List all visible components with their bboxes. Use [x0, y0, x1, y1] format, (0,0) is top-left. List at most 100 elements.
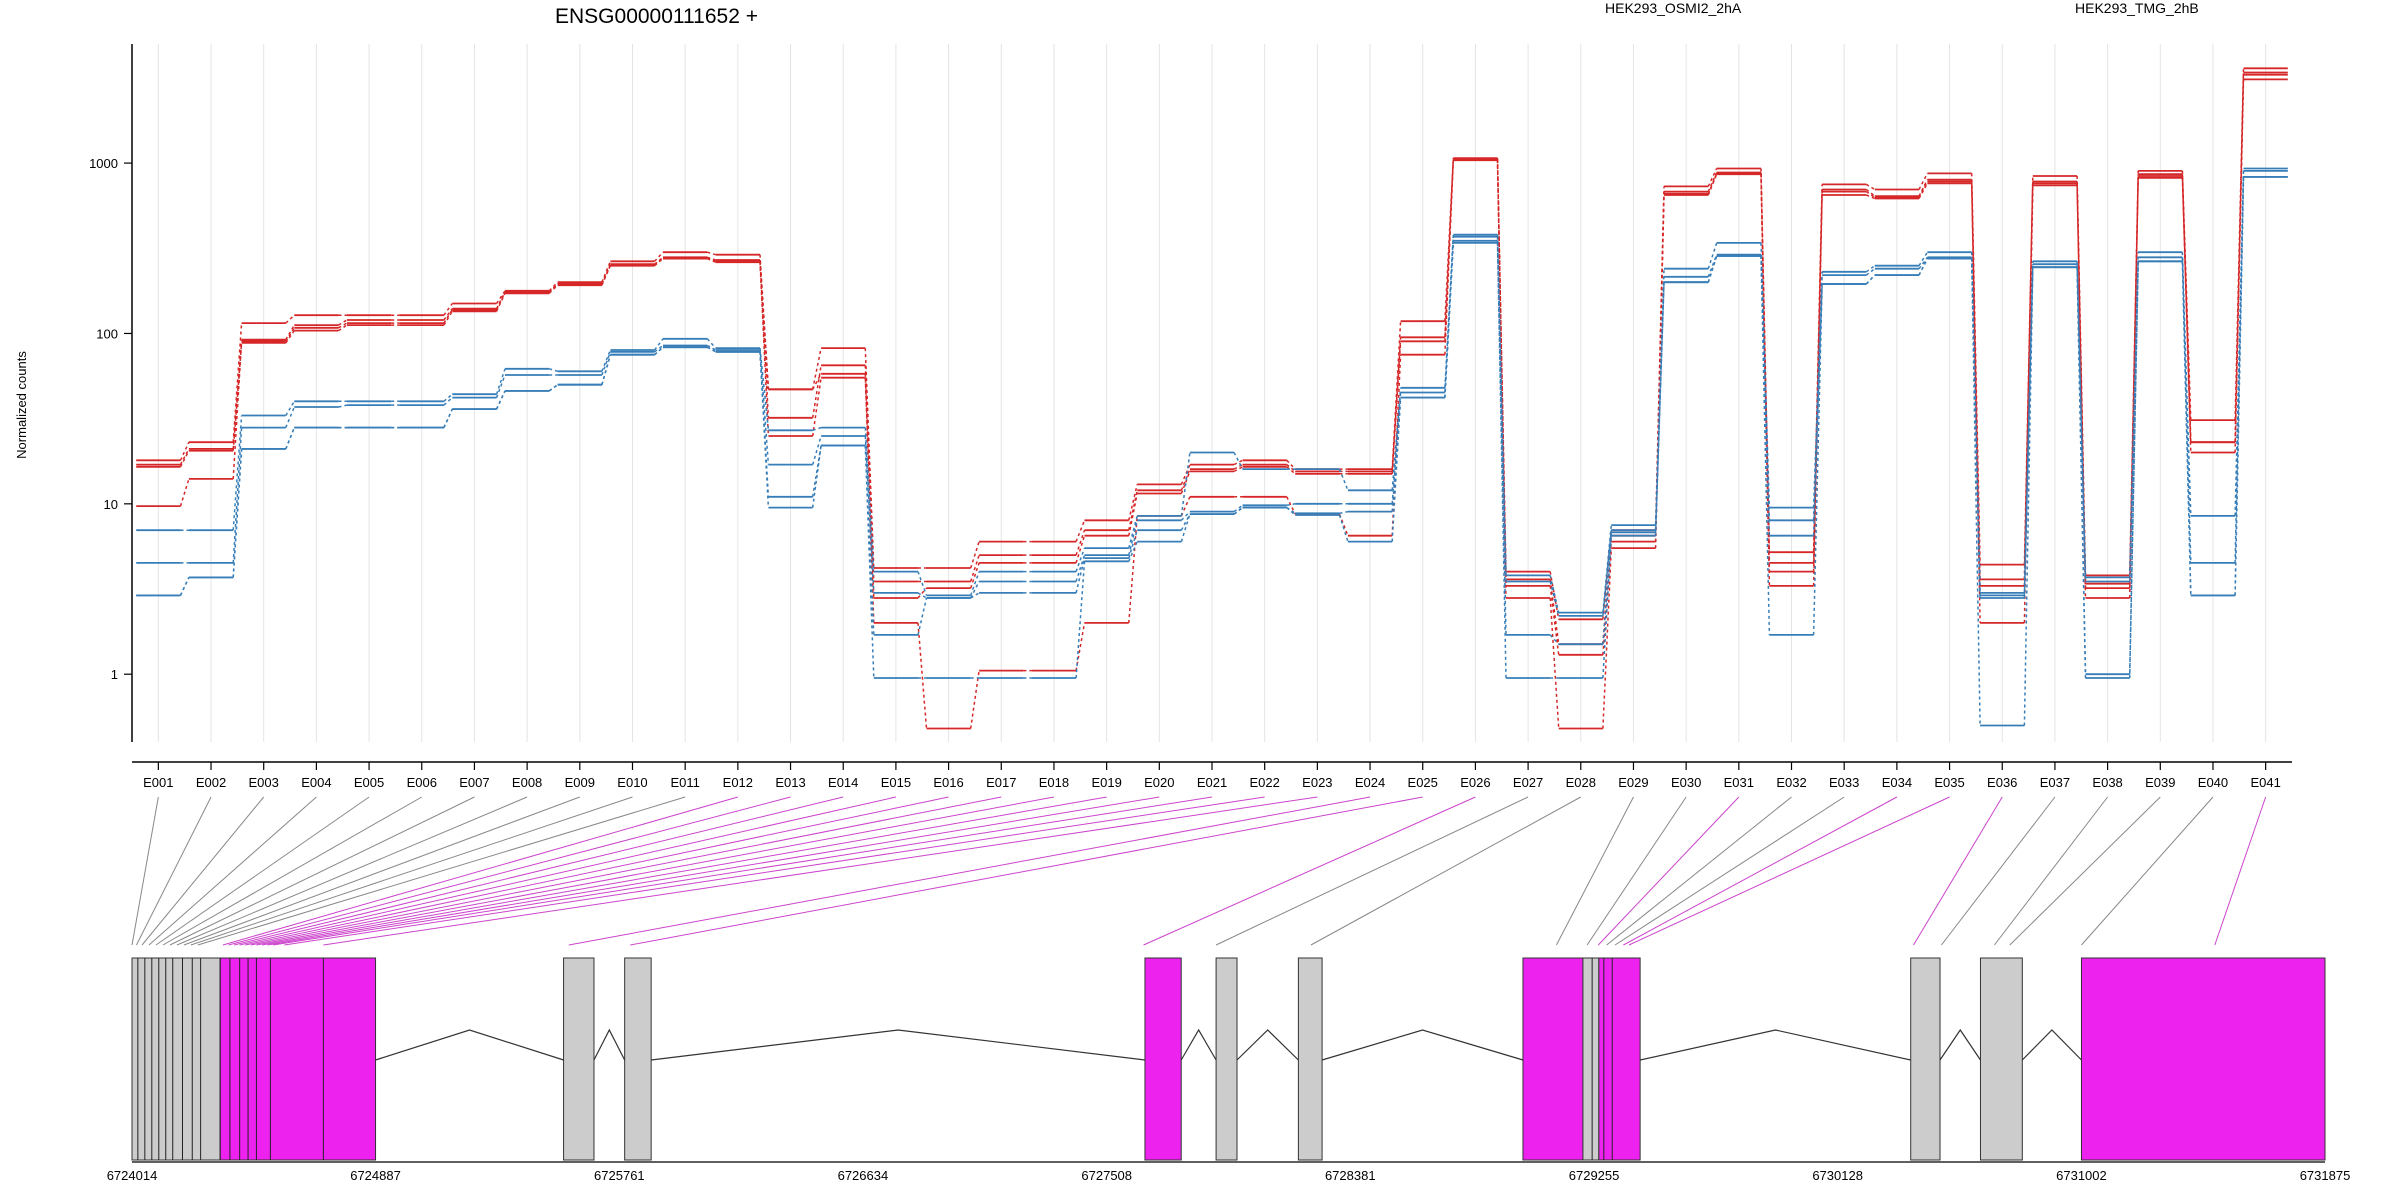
- exon-label-E008: E008: [512, 775, 542, 790]
- gene-model: [131, 957, 2326, 1161]
- connector-E007: [169, 796, 475, 946]
- exon-label-E035: E035: [1934, 775, 1964, 790]
- exon-label-E018: E018: [1039, 775, 1069, 790]
- exon-box: [1582, 957, 1600, 1161]
- connector-E006: [162, 796, 423, 946]
- exon-label-E016: E016: [933, 775, 963, 790]
- exon-label-E041: E041: [2250, 775, 2280, 790]
- exon-label-E039: E039: [2145, 775, 2175, 790]
- exon-box: [1598, 957, 1641, 1161]
- coord-tick-label: 6728381: [1325, 1168, 1376, 1183]
- exon-box: [131, 957, 202, 1161]
- series-connector-6: [179, 176, 2245, 675]
- exon-label-E009: E009: [565, 775, 595, 790]
- connector-E024: [568, 796, 1371, 946]
- exon-label-E033: E033: [1829, 775, 1859, 790]
- exon-label-E026: E026: [1460, 775, 1490, 790]
- exon-label-E029: E029: [1618, 775, 1648, 790]
- exon-label-E034: E034: [1882, 775, 1912, 790]
- series-connector-7: [179, 176, 2245, 726]
- coord-tick-label: 6729255: [1569, 1168, 1620, 1183]
- y-tick-label: 10: [104, 497, 118, 512]
- exon-box: [2080, 957, 2326, 1161]
- vertical-gridlines: [157, 44, 2267, 742]
- exon-label-E038: E038: [2092, 775, 2122, 790]
- connector-E011: [197, 796, 686, 946]
- connector-E023: [323, 796, 1318, 946]
- exon-box: [1297, 957, 1323, 1161]
- connector-E021: [273, 796, 1213, 946]
- exon-label-E006: E006: [407, 775, 437, 790]
- connector-E022: [284, 796, 1265, 946]
- connector-E009: [183, 796, 580, 946]
- exon-label-E040: E040: [2198, 775, 2228, 790]
- connector-E014: [233, 796, 844, 946]
- exon-label-E004: E004: [301, 775, 331, 790]
- exon-box: [1144, 957, 1182, 1161]
- series-line-7: [136, 176, 2288, 727]
- intron-line: [1180, 1028, 1217, 1061]
- connector-E029: [1555, 796, 1634, 946]
- connector-E027: [1215, 796, 1529, 946]
- genomic-coordinate-axis: 6724014 6724887 6725761 6726634 6727508 67283…: [107, 1161, 2351, 1183]
- exon-label-E031: E031: [1724, 775, 1754, 790]
- connector-E028: [1310, 796, 1582, 946]
- exon-label-E021: E021: [1197, 775, 1227, 790]
- exon-label-E007: E007: [459, 775, 489, 790]
- connector-E012: [222, 796, 738, 946]
- series-line-4: [136, 167, 2288, 614]
- legend-entry-tmg: HEK293_TMG_2hB: [2075, 0, 2199, 16]
- series-line-5: [136, 170, 2288, 617]
- exon-label-E037: E037: [2040, 775, 2070, 790]
- connector-E032: [1606, 796, 1792, 946]
- exon-label-E019: E019: [1091, 775, 1121, 790]
- connector-E041: [2214, 796, 2267, 946]
- connector-E017: [250, 796, 1002, 946]
- coord-tick-label: 6731875: [2300, 1168, 2351, 1183]
- exon-box: [200, 957, 221, 1161]
- exon-label-E015: E015: [881, 775, 911, 790]
- connector-E004: [148, 796, 317, 946]
- exon-label-E005: E005: [354, 775, 384, 790]
- connector-E035: [1628, 796, 1950, 946]
- connector-E031: [1597, 796, 1740, 946]
- exon-box: [563, 957, 595, 1161]
- connector-E002: [136, 796, 212, 946]
- connector-E037: [1941, 796, 2056, 946]
- y-tick-label: 100: [96, 326, 118, 341]
- series-lines: [136, 67, 2288, 730]
- legend-entry-osmi2: HEK293_OSMI2_2hA: [1605, 0, 1742, 16]
- exon-label-E028: E028: [1566, 775, 1596, 790]
- x-axis-exon-labels: E001 E002 E003 E004 E005 E006 E007 E008 E009 E010…: [132, 761, 2292, 790]
- connector-E016: [245, 796, 949, 946]
- exon-label-E025: E025: [1408, 775, 1438, 790]
- exon-label-E036: E036: [1987, 775, 2017, 790]
- exon-box: [1979, 957, 2023, 1161]
- exon-label-E027: E027: [1513, 775, 1543, 790]
- connector-E026: [1143, 796, 1476, 946]
- exon-label-E003: E003: [249, 775, 279, 790]
- connector-E008: [176, 796, 528, 946]
- exon-label-E010: E010: [617, 775, 647, 790]
- coord-tick-label: 6724887: [350, 1168, 401, 1183]
- connector-E018: [256, 796, 1055, 946]
- coord-tick-label: 6730128: [1812, 1168, 1863, 1183]
- intron-line: [1321, 1029, 1524, 1061]
- connector-E010: [190, 796, 633, 946]
- intron-line: [1939, 1028, 1981, 1061]
- exon-label-E023: E023: [1302, 775, 1332, 790]
- y-axis-label: Normalized counts: [14, 351, 29, 459]
- connector-E019: [261, 796, 1107, 946]
- y-tick-label: 1: [111, 667, 118, 682]
- intron-line: [1236, 1029, 1299, 1061]
- coord-tick-label: 6727508: [1081, 1168, 1132, 1183]
- connector-E033: [1614, 796, 1845, 946]
- connector-E040: [2081, 796, 2214, 946]
- intron-line: [651, 1029, 1146, 1061]
- exon-label-E013: E013: [775, 775, 805, 790]
- y-tick-label: 1000: [89, 156, 118, 171]
- chart-title: ENSG00000111652 +: [555, 5, 758, 28]
- exon-label-E022: E022: [1249, 775, 1279, 790]
- exon-connectors: [131, 796, 2267, 946]
